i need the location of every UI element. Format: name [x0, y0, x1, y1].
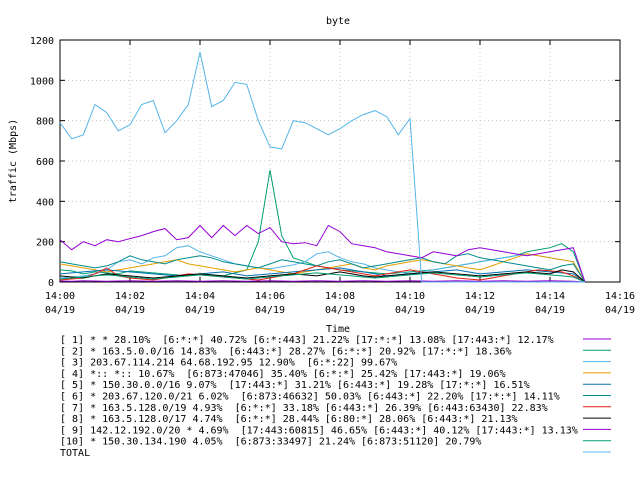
y-ticks: 0 200 400 600 800 1000 1200	[30, 36, 620, 289]
x-axis-label: Time	[326, 324, 350, 335]
legend-entry-label: [ 9] 142.12.192.0/20 * 4.69% [17:443:608…	[60, 425, 578, 436]
legend-entry-label: [ 7] * 163.5.128.0/19 4.93% [6:*:*] 33.1…	[60, 403, 548, 414]
x-tick-date-label: 04/19	[325, 305, 355, 316]
x-tick-date-label: 04/19	[535, 305, 565, 316]
legend: [ 1] * * 28.10% [6:*:*] 40.72% [6:*:443]…	[60, 335, 611, 459]
x-tick-date-label: 04/19	[185, 305, 215, 316]
legend-entry-label: [ 5] * 150.30.0.0/16 9.07% [17:443:*] 31…	[60, 380, 530, 391]
legend-entry-label: [10] * 150.30.134.190 4.05% [6:873:33497…	[60, 437, 481, 448]
x-tick-date-label: 04/19	[605, 305, 635, 316]
x-tick-label: 14:04	[185, 291, 215, 302]
series-line	[59, 265, 586, 283]
legend-entry-label: [ 4] *:: *:: 10.67% [6:873:47046] 35.40%…	[60, 369, 506, 380]
x-tick-label: 14:00	[45, 291, 75, 302]
series-line	[59, 253, 586, 283]
legend-entry-label: [ 1] * * 28.10% [6:*:*] 40.72% [6:*:443]…	[60, 335, 554, 346]
y-axis-label: traffic (Mbps)	[8, 119, 19, 203]
series-line	[59, 269, 586, 283]
y-tick-label: 600	[36, 157, 54, 168]
legend-entry-label: [ 6] * 203.67.120.0/21 6.02% [6:873:4663…	[60, 392, 560, 403]
x-ticks: 14:00 04/19 14:02 04/19 14:04 04/19 14:06 04/19…	[45, 40, 635, 316]
series-line	[59, 224, 586, 283]
series-line	[59, 280, 586, 283]
y-tick-label: 200	[36, 238, 54, 249]
series-line	[59, 272, 586, 283]
y-tick-label: 1200	[30, 36, 54, 47]
y-tick-label: 1000	[30, 76, 54, 87]
legend-entry-label: [ 2] * 163.5.0.0/16 14.83% [6:443:*] 28.…	[60, 346, 512, 357]
x-tick-label: 14:10	[395, 291, 425, 302]
x-tick-date-label: 04/19	[115, 305, 145, 316]
legend-entry-label: [ 3] 203.67.114.214 64.68.192.95 12.90% …	[60, 358, 397, 369]
legend-entry-label: [ 8] * 163.5.128.0/17 4.74% [6:*:*] 28.4…	[60, 414, 518, 425]
y-tick-label: 800	[36, 117, 54, 128]
y-tick-label: 400	[36, 197, 54, 208]
legend-entry-label: TOTAL	[60, 448, 90, 459]
x-tick-label: 14:16	[605, 291, 635, 302]
grid-lines	[60, 40, 620, 282]
x-tick-label: 14:12	[465, 291, 495, 302]
x-tick-label: 14:14	[535, 291, 565, 302]
series-line	[59, 170, 586, 283]
chart-title: byte	[326, 16, 350, 27]
x-tick-date-label: 04/19	[45, 305, 75, 316]
x-tick-date-label: 04/19	[465, 305, 495, 316]
series-line	[59, 51, 585, 283]
x-tick-label: 14:06	[255, 291, 285, 302]
x-tick-label: 14:02	[115, 291, 145, 302]
x-tick-date-label: 04/19	[395, 305, 425, 316]
x-tick-date-label: 04/19	[255, 305, 285, 316]
series-lines	[59, 51, 586, 283]
y-tick-label: 0	[48, 278, 54, 289]
series-line	[59, 267, 586, 283]
x-tick-label: 14:08	[325, 291, 355, 302]
